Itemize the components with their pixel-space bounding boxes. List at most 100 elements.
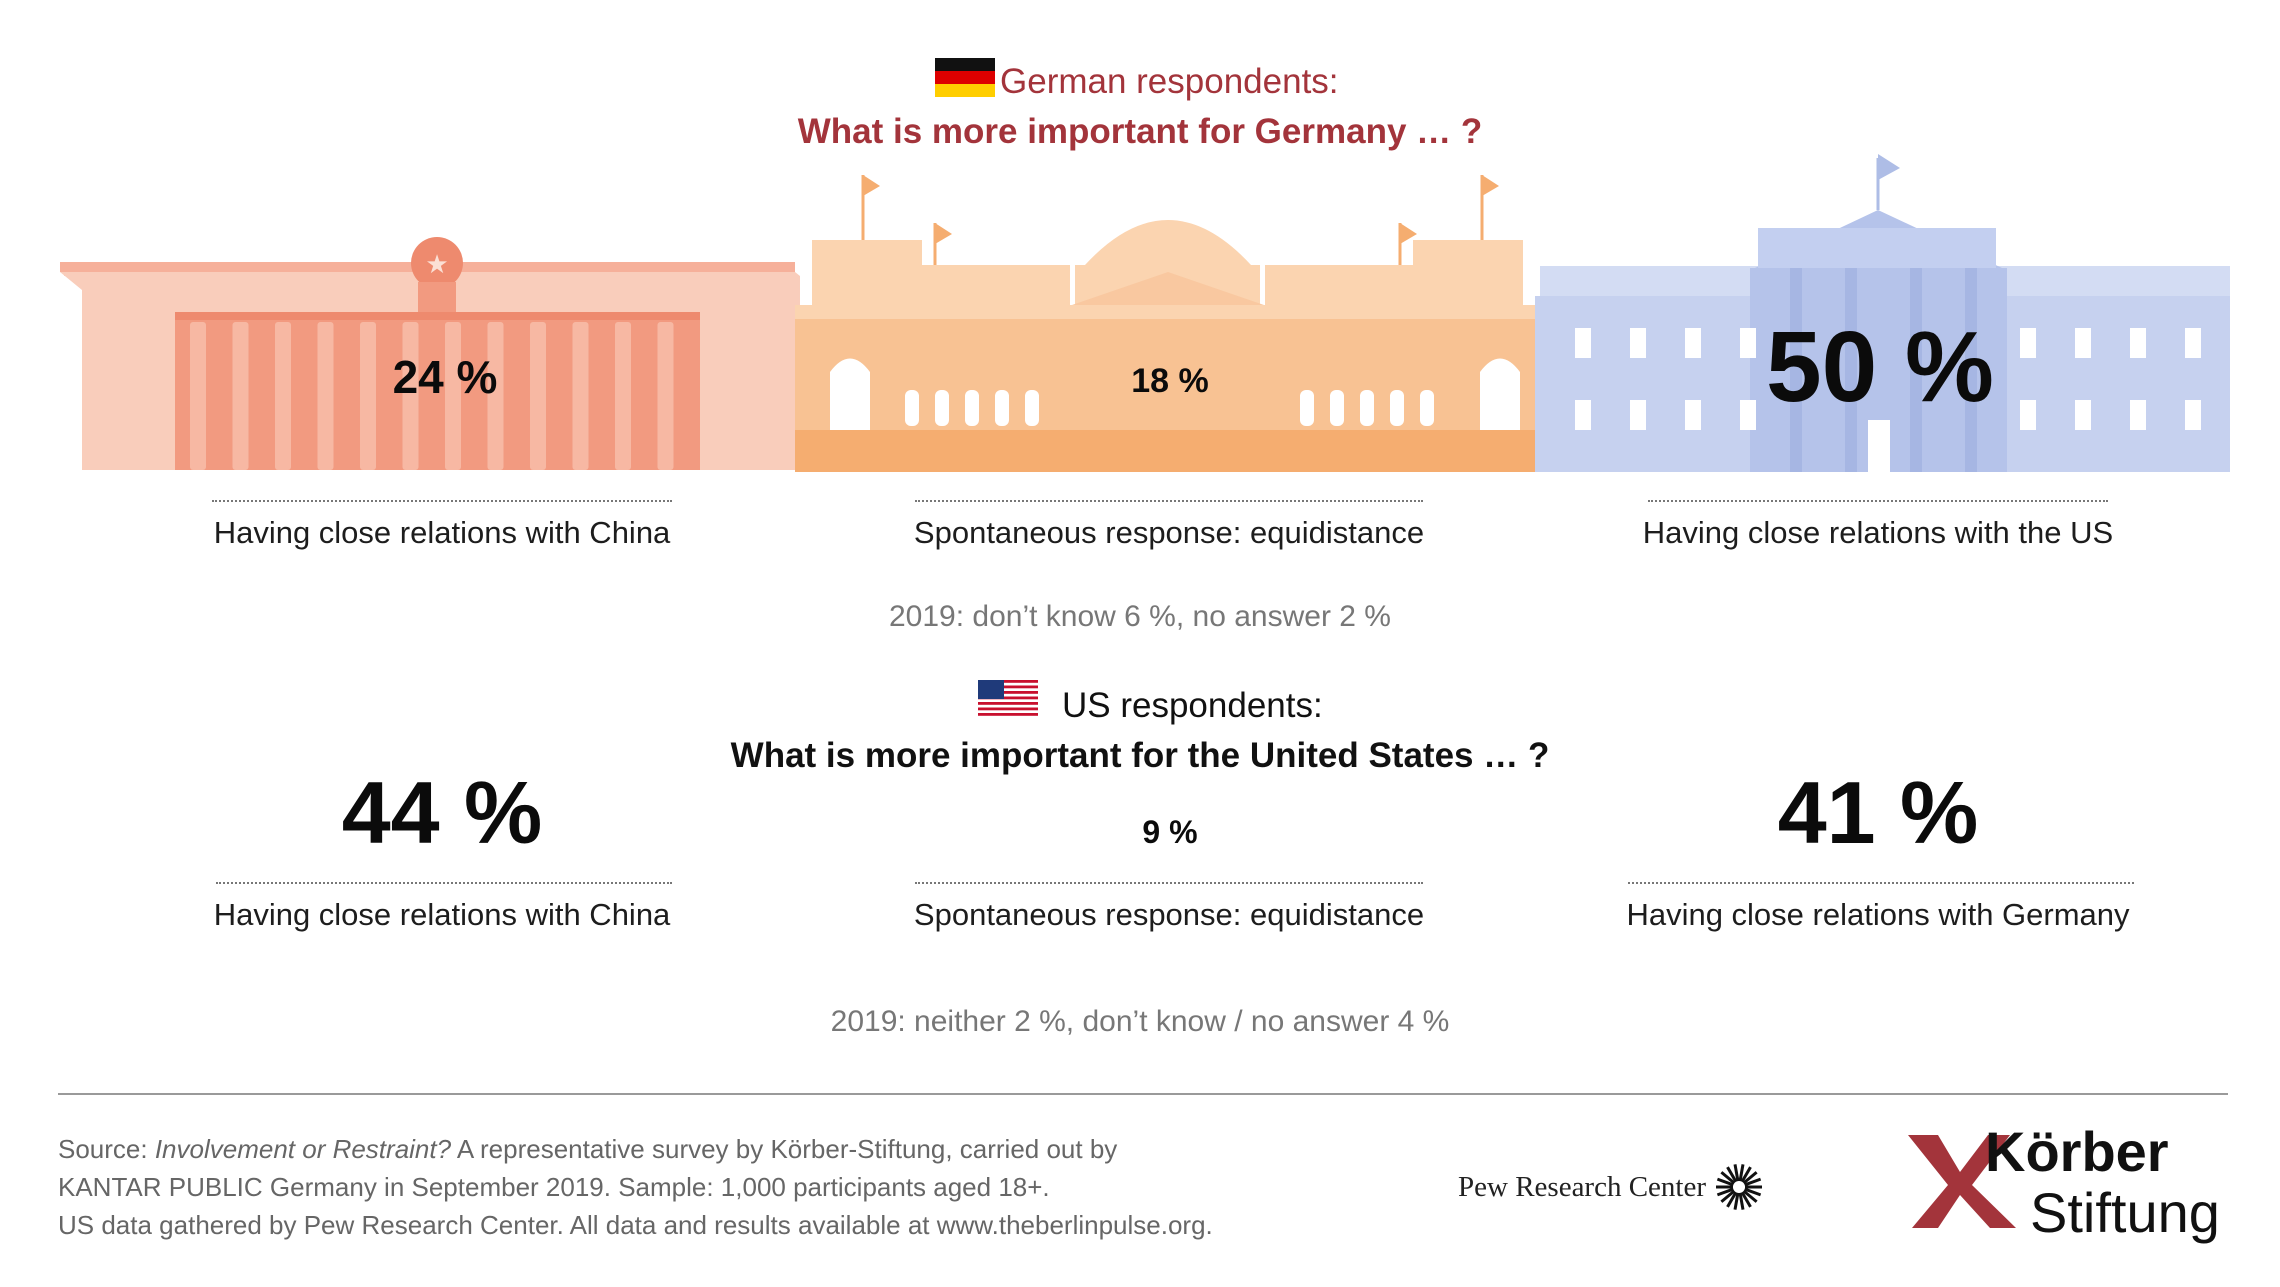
great-hall-column	[402, 322, 419, 470]
great-hall-column	[275, 322, 291, 470]
pew-logo-ray	[1726, 1166, 1738, 1183]
great-hall-column	[190, 322, 206, 470]
great-hall-column	[445, 322, 461, 470]
us-germany-label: Having close relations with Germany	[1626, 897, 2130, 932]
pew-logo-ray	[1744, 1177, 1762, 1187]
divider	[915, 882, 1423, 884]
us-flag-icon	[978, 680, 1038, 718]
germany-equidistance-label: Spontaneous response: equidistance	[913, 515, 1425, 550]
us-title-line1: US respondents:	[1062, 686, 1323, 725]
pew-logo-ray	[1742, 1171, 1758, 1185]
germany-china-value: 24 %	[392, 351, 498, 403]
pew-logo-ray	[1744, 1187, 1762, 1197]
reichstag-window	[1420, 390, 1434, 426]
white-house-window	[2020, 328, 2036, 358]
reichstag-column	[1240, 345, 1250, 430]
us-title-line2: What is more important for the United St…	[730, 736, 1550, 775]
source-line3: US data gathered by Pew Research Center.…	[58, 1210, 1213, 1240]
source-prefix: Source:	[58, 1134, 155, 1164]
koerber-logo-icon	[1908, 1135, 2016, 1228]
reichstag-arch-window	[1480, 358, 1520, 430]
germany-china-label: Having close relations with China	[213, 515, 671, 550]
white-house-window	[1575, 328, 1591, 358]
pew-logo-icon	[1716, 1164, 1762, 1210]
white-house-column	[1845, 268, 1857, 472]
divider	[1628, 882, 2134, 884]
divider	[1648, 500, 2108, 502]
great-hall-column	[657, 322, 674, 470]
pew-logo-ray	[1726, 1191, 1738, 1208]
white-house-column	[1965, 268, 1977, 472]
us-flag-stripe	[978, 691, 1038, 694]
white-house-window	[2075, 328, 2091, 358]
reichstag-window	[1390, 390, 1404, 426]
divider	[915, 500, 1423, 502]
great-hall-column	[572, 322, 589, 470]
us-germany-value: 41 %	[1777, 763, 1979, 862]
us-flag-stripe	[978, 713, 1038, 716]
pew-logo-ray	[1742, 1189, 1758, 1203]
great-hall-column	[232, 322, 249, 470]
reichstag-arch-window	[830, 358, 870, 430]
source-line2: KANTAR PUBLIC Germany in September 2019.…	[58, 1172, 1050, 1202]
white-house-window	[1630, 328, 1646, 358]
svg-text:★: ★	[425, 249, 448, 279]
us-equidistance-label: Spontaneous response: equidistance	[913, 897, 1425, 932]
white-house-window	[1740, 400, 1756, 430]
white-house-column	[1910, 268, 1922, 472]
white-house-window	[1685, 328, 1701, 358]
us-flag-stripe	[978, 707, 1038, 711]
reichstag-window	[1300, 390, 1314, 426]
white-house-door	[1868, 420, 1890, 472]
germany-equidistance-value: 18 %	[1131, 362, 1209, 400]
us-flag-stripe	[978, 685, 1038, 689]
reichstag-column	[1095, 345, 1105, 430]
us-equidistance-value: 9 %	[1142, 814, 1198, 850]
white-house-window	[2130, 328, 2146, 358]
reichstag-column	[1205, 345, 1215, 430]
us-china-label: Having close relations with China	[213, 897, 671, 932]
white-house-column	[1790, 268, 1802, 472]
pew-logo-ray	[1738, 1192, 1745, 1210]
great-hall-column	[487, 322, 504, 470]
us-flag-stripe	[978, 696, 1038, 700]
reichstag-window	[965, 390, 979, 426]
pew-logo-ray	[1740, 1191, 1752, 1208]
pew-logo-ray	[1733, 1164, 1740, 1182]
reichstag-window	[935, 390, 949, 426]
source-text: Source: Involvement or Restraint? A repr…	[58, 1130, 1358, 1244]
great-hall-column	[317, 322, 334, 470]
reichstag-window	[995, 390, 1009, 426]
us-flag-canton	[978, 680, 1004, 699]
source-report-title: Involvement or Restraint?	[154, 1134, 452, 1164]
great-hall-column	[530, 322, 546, 470]
us-china-value: 44 %	[341, 763, 543, 862]
reichstag-window	[1330, 390, 1344, 426]
white-house-window	[2185, 400, 2201, 430]
pew-logo-ray	[1738, 1164, 1745, 1182]
reichstag-windows	[830, 345, 1520, 430]
footer-divider	[58, 1093, 2228, 1095]
pew-logo-ray	[1720, 1189, 1736, 1203]
white-house-window	[2020, 400, 2036, 430]
white-house-window	[2185, 328, 2201, 358]
white-house-windows	[1575, 268, 2201, 472]
divider	[216, 882, 672, 884]
german-title-line2: What is more important for Germany … ?	[797, 112, 1483, 151]
us-flag-stripe	[978, 680, 1038, 683]
divider	[212, 500, 672, 502]
reichstag-building	[795, 175, 1535, 472]
reichstag-column	[1130, 345, 1140, 430]
germany-note: 2019: don’t know 6 %, no answer 2 %	[889, 600, 1391, 633]
koerber-logo-line1: Körber	[1985, 1120, 2169, 1183]
reichstag-window	[1360, 390, 1374, 426]
pew-logo-ray	[1733, 1192, 1740, 1210]
pew-logo-ray	[1716, 1187, 1734, 1197]
great-hall-columns	[190, 322, 674, 470]
pew-logo-ray	[1720, 1171, 1736, 1185]
source-line1: A representative survey by Körber-Stiftu…	[451, 1134, 1118, 1164]
great-hall-column	[360, 322, 376, 470]
pew-logo-ray	[1716, 1177, 1734, 1187]
great-hall-column	[615, 322, 631, 470]
